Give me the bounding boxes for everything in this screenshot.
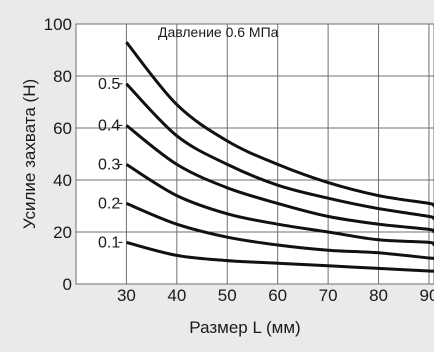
y-tick-label: 100 bbox=[44, 15, 72, 34]
x-axis-title: Размер L (мм) bbox=[189, 318, 300, 337]
y-tick-label: 0 bbox=[63, 275, 72, 294]
curve-top bbox=[125, 41, 434, 208]
curve-label-0.5: 0.5 bbox=[98, 76, 120, 93]
x-tick-label: 60 bbox=[268, 286, 287, 305]
y-tick-label: 60 bbox=[53, 119, 72, 138]
grid-lines bbox=[76, 23, 434, 285]
x-tick-label: 70 bbox=[319, 286, 338, 305]
y-tick-label: 20 bbox=[53, 223, 72, 242]
y-tick-label: 40 bbox=[53, 171, 72, 190]
curve-0.1 bbox=[126, 240, 434, 273]
x-tick-label: 80 bbox=[369, 286, 388, 305]
curve-label-0.4: 0.4 bbox=[98, 117, 120, 134]
curve-label-0.2: 0.2 bbox=[98, 195, 120, 212]
y-tick-label: 80 bbox=[53, 67, 72, 86]
curve-labels: 0.5 0.4 0.3 0.2 0.1 bbox=[98, 76, 123, 251]
curve-0.5 bbox=[125, 82, 434, 221]
x-tick-label: 90 bbox=[419, 286, 434, 305]
curve-0.2 bbox=[125, 202, 434, 260]
y-axis-title: Усилие захвата (Н) bbox=[20, 79, 39, 229]
curve-0.4 bbox=[125, 124, 434, 234]
x-tick-label: 40 bbox=[167, 286, 186, 305]
curve-label-0.3: 0.3 bbox=[98, 156, 120, 173]
x-tick-label: 50 bbox=[218, 286, 237, 305]
pressure-annotation: Давление 0.6 МПа bbox=[158, 24, 279, 40]
curve-label-0.1: 0.1 bbox=[98, 234, 120, 251]
x-tick-label: 30 bbox=[117, 286, 136, 305]
tick-labels: 30 40 50 60 70 80 90 0 20 40 60 80 100 bbox=[44, 15, 434, 305]
curves bbox=[125, 41, 434, 273]
curve-0.3 bbox=[125, 163, 434, 247]
